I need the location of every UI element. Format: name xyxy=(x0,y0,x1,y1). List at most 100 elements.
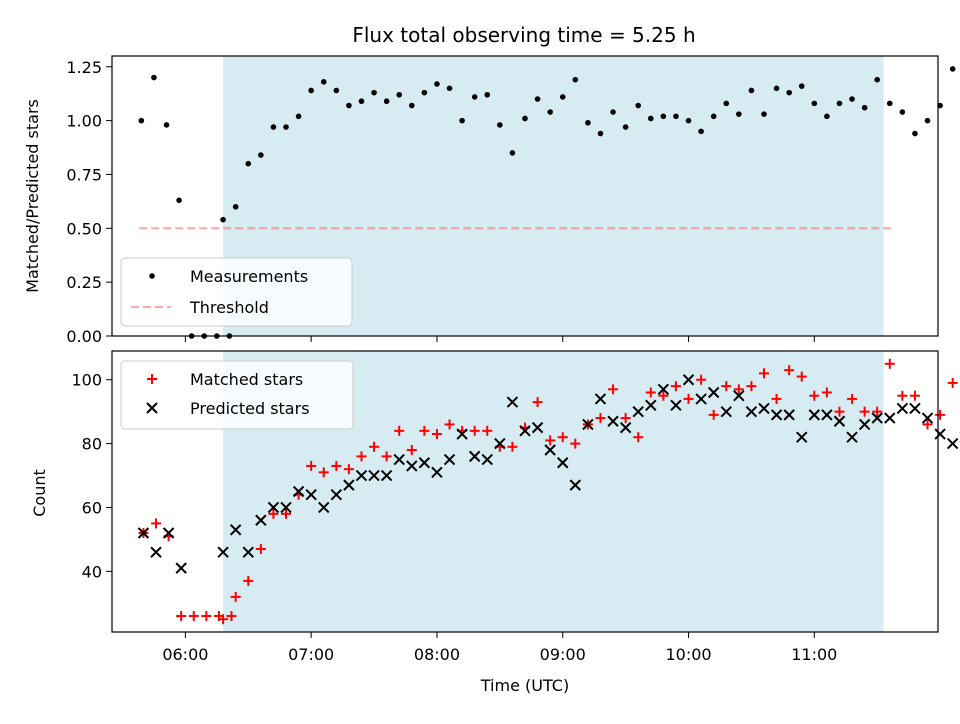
legend-matched-plus xyxy=(147,374,157,384)
predicted-point xyxy=(632,405,644,418)
measurement-point xyxy=(836,100,843,107)
predicted-point xyxy=(695,393,707,405)
predicted-point xyxy=(569,479,582,491)
predicted-point xyxy=(758,402,770,415)
matched-point xyxy=(595,413,606,424)
measurement-point xyxy=(283,124,289,130)
predicted-point xyxy=(418,457,431,469)
measurement-point xyxy=(383,98,390,105)
predicted-point xyxy=(670,399,682,411)
matched-point xyxy=(226,611,237,622)
bottom-x-tick-label: 11:00 xyxy=(791,645,837,664)
predicted-point xyxy=(137,527,150,539)
measurement-point xyxy=(295,113,302,120)
legend-matched-marker xyxy=(147,374,157,384)
predicted-point xyxy=(594,393,607,405)
matched-point xyxy=(909,390,920,401)
measurement-point xyxy=(408,102,415,109)
legend-predicted-x xyxy=(146,402,158,414)
predicted-point xyxy=(355,469,368,482)
matched-point xyxy=(431,429,442,440)
bottom-legend: Matched stars Predicted stars xyxy=(120,360,354,430)
measurement-point xyxy=(522,115,528,122)
predicted-point xyxy=(745,405,758,418)
matched-point xyxy=(268,508,279,519)
measurement-point xyxy=(497,122,503,128)
measurement-point xyxy=(163,122,170,128)
predicted-point xyxy=(481,453,493,466)
x-axis-label: Time (UTC) xyxy=(480,676,569,695)
predicted-point xyxy=(443,453,456,466)
matched-point xyxy=(733,384,744,395)
measurement-point xyxy=(773,85,780,92)
legend-measurements-label: Measurements xyxy=(190,267,308,286)
bottom-y-tick-label: 80 xyxy=(82,435,102,454)
bottom-x-tick-label: 08:00 xyxy=(414,645,460,664)
matched-point xyxy=(381,451,392,462)
predicted-point xyxy=(707,386,720,399)
measurement-point xyxy=(320,79,327,85)
predicted-point xyxy=(884,412,896,424)
predicted-point xyxy=(406,460,418,472)
measurement-point xyxy=(849,96,855,102)
predicted-point xyxy=(544,444,556,456)
matched-point xyxy=(947,377,958,388)
matched-point xyxy=(935,409,946,420)
measurement-point xyxy=(534,96,541,102)
matched-point xyxy=(394,425,405,436)
matched-point xyxy=(243,575,254,586)
predicted-point xyxy=(770,409,783,421)
measurement-point xyxy=(673,113,679,120)
matched-point xyxy=(696,374,707,385)
measurement-point xyxy=(333,87,340,94)
measurement-point xyxy=(899,109,906,115)
matched-point xyxy=(469,425,480,436)
predicted-point xyxy=(946,437,959,450)
measurement-point xyxy=(358,98,365,105)
measurement-point xyxy=(151,74,157,81)
legend-predicted-label: Predicted stars xyxy=(190,399,310,418)
matched-point xyxy=(557,432,568,443)
measurement-point xyxy=(937,102,943,109)
measurement-point xyxy=(509,150,516,156)
predicted-point xyxy=(175,562,187,574)
measurement-point xyxy=(421,89,428,96)
top-y-tick-label: 0.75 xyxy=(66,165,102,184)
matched-point xyxy=(570,438,581,449)
matched-point xyxy=(784,365,795,376)
predicted-point xyxy=(330,488,343,501)
matched-point xyxy=(847,393,858,404)
predicted-point xyxy=(720,405,732,418)
predicted-point xyxy=(909,402,921,415)
measurement-point xyxy=(220,216,226,223)
chart-title: Flux total observing time = 5.25 h xyxy=(352,23,695,47)
predicted-point xyxy=(343,479,355,491)
measurement-point xyxy=(434,81,440,87)
measurement-point xyxy=(685,117,692,124)
bottom-plot-frame xyxy=(111,350,939,633)
predicted-point xyxy=(531,421,544,434)
matched-point xyxy=(633,432,644,443)
matched-point xyxy=(708,409,719,420)
bottom-y-tick-label: 40 xyxy=(82,562,102,581)
predicted-point xyxy=(229,524,242,536)
matched-point xyxy=(872,406,883,417)
measurement-point xyxy=(371,89,377,96)
matched-point xyxy=(670,381,681,392)
predicted-point xyxy=(305,488,317,501)
matched-point xyxy=(658,390,669,401)
matched-point xyxy=(151,518,162,529)
bottom-y-tick-label: 60 xyxy=(82,498,102,517)
measurement-point xyxy=(547,109,553,115)
predicted-point xyxy=(557,457,569,469)
measurement-point xyxy=(710,113,717,120)
matched-point xyxy=(771,393,782,404)
matched-point xyxy=(444,419,455,430)
legend-predicted-marker xyxy=(146,402,158,414)
predicted-point xyxy=(150,546,162,558)
matched-point xyxy=(218,614,229,625)
matched-point xyxy=(406,444,417,455)
predicted-point xyxy=(380,469,393,482)
top-plot-frame xyxy=(111,55,939,337)
predicted-point xyxy=(368,469,380,482)
